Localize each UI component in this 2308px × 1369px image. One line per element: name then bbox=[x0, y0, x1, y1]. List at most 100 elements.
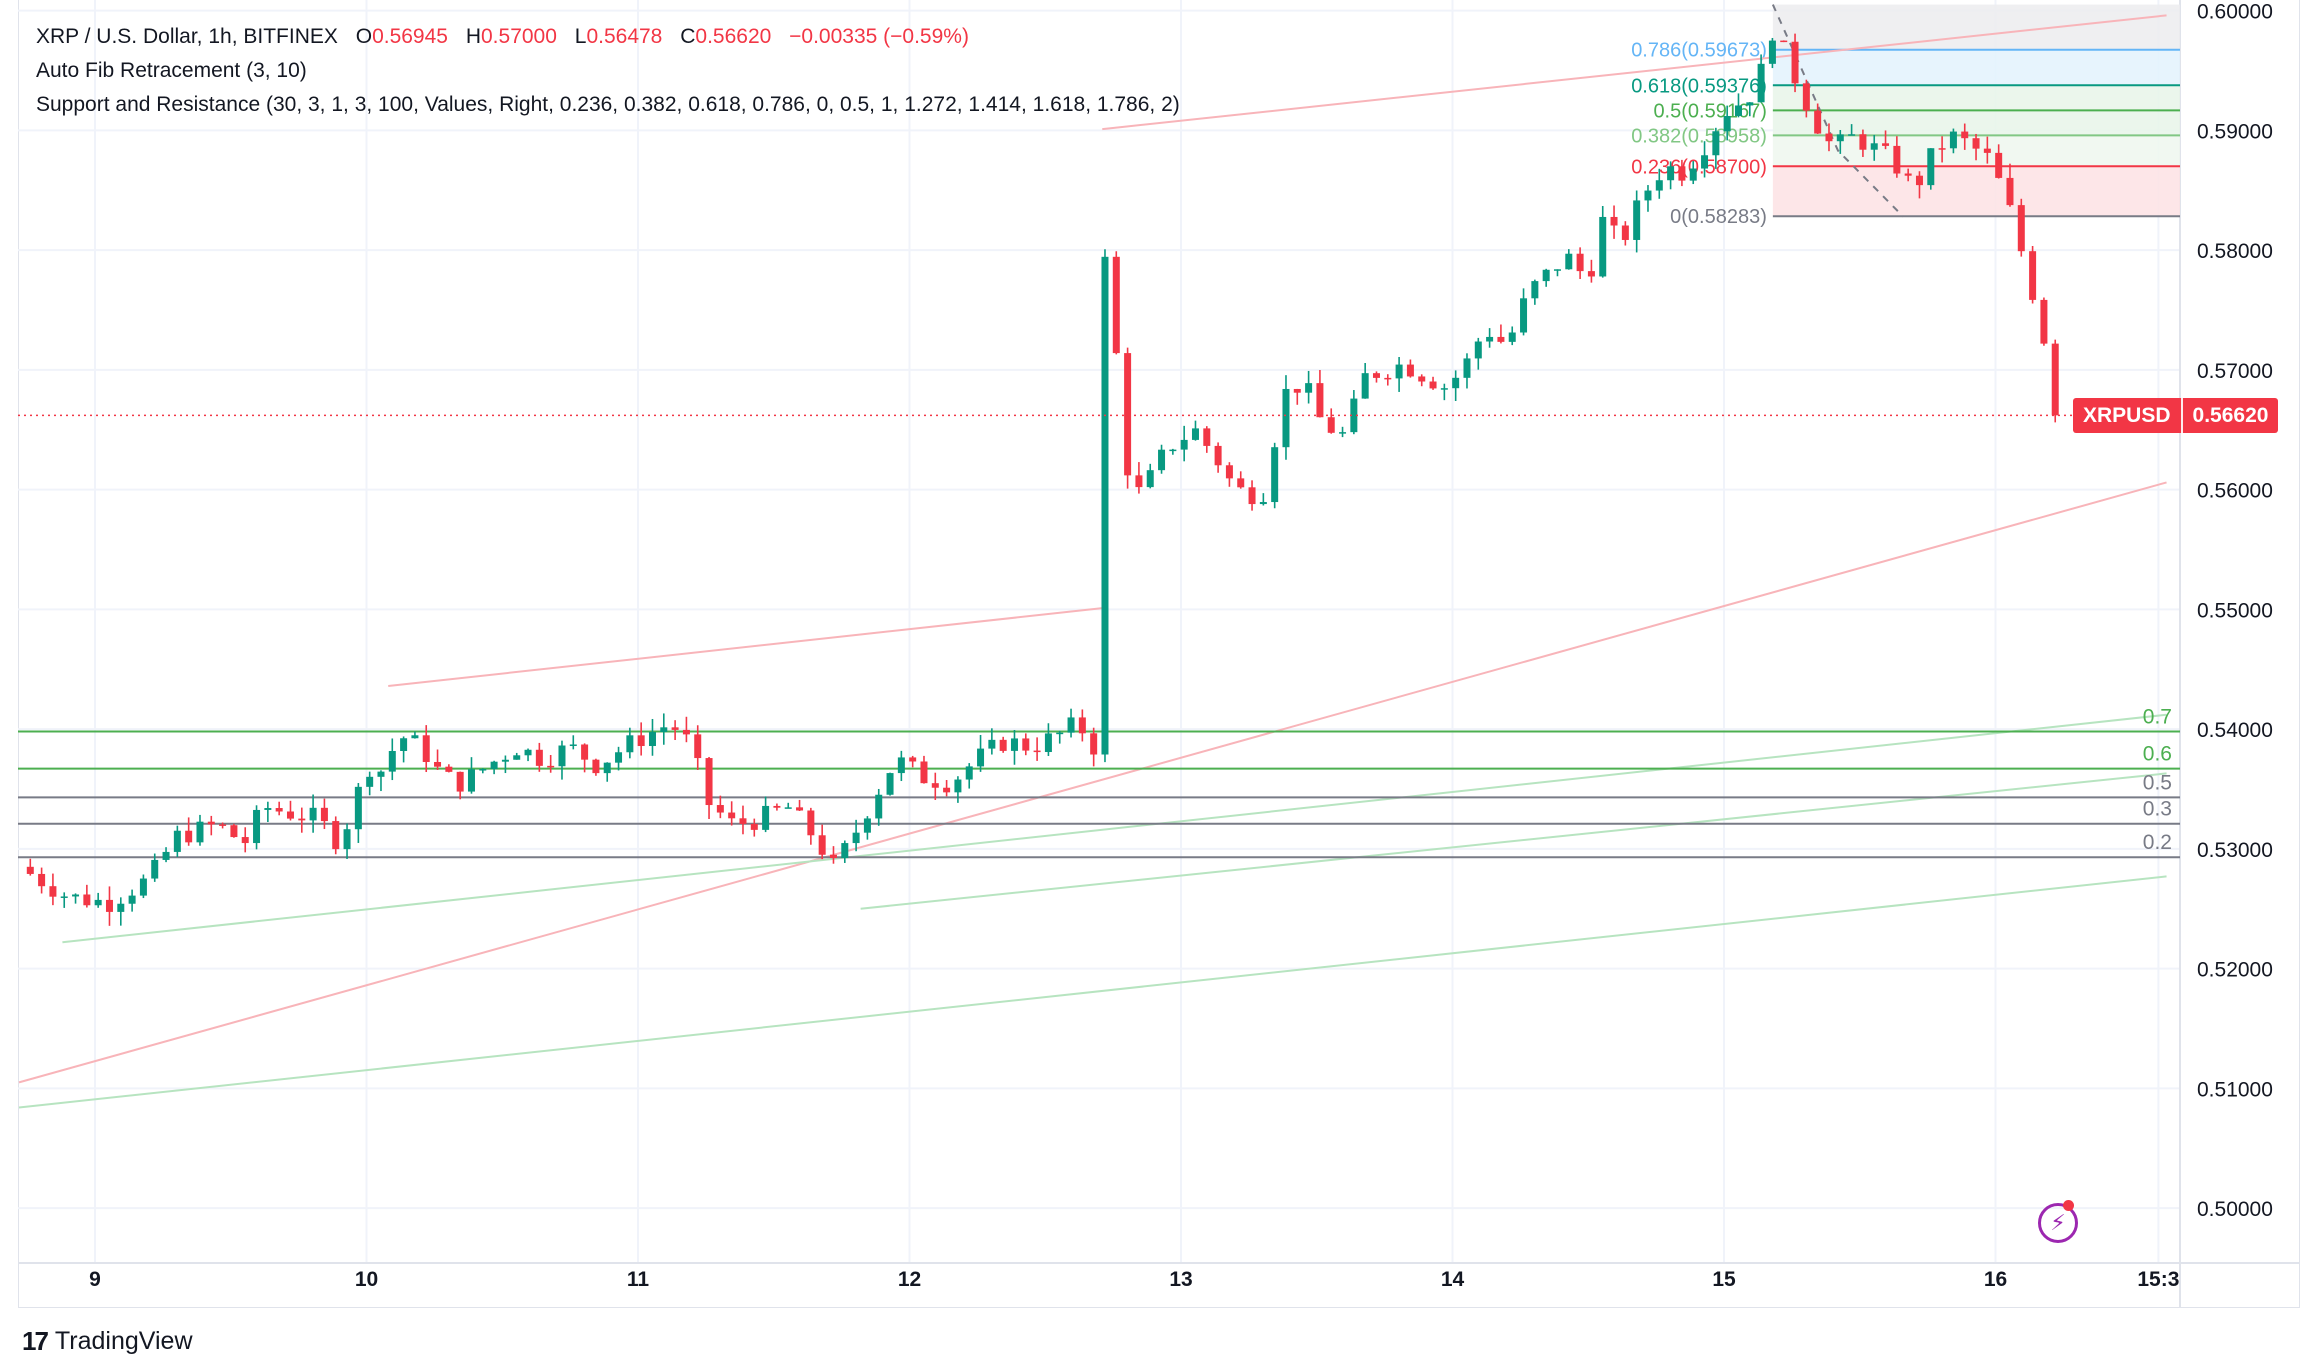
candle-body bbox=[1848, 134, 1856, 136]
candle-body bbox=[2029, 251, 2037, 300]
fib-zone bbox=[1772, 85, 2180, 111]
candle-body bbox=[264, 808, 272, 810]
candle-body bbox=[1293, 388, 1301, 393]
candle-body bbox=[2017, 205, 2025, 252]
trend-line bbox=[18, 875, 2167, 1109]
candle-body bbox=[1022, 738, 1030, 751]
candle-body bbox=[49, 886, 57, 897]
candle-body bbox=[241, 837, 249, 844]
candle-body bbox=[343, 829, 351, 850]
candle-body bbox=[298, 818, 306, 821]
candle-body bbox=[1214, 445, 1222, 466]
candle-body bbox=[1870, 143, 1878, 150]
candle-body bbox=[1418, 376, 1426, 382]
candle-body bbox=[694, 734, 702, 759]
candle-body bbox=[569, 744, 577, 746]
symbol-title[interactable]: XRP / U.S. Dollar, 1h, BITFINEX bbox=[36, 25, 338, 48]
fib-swing-dashed bbox=[1771, 4, 1904, 218]
x-tick-label: 12 bbox=[898, 1268, 921, 1291]
x-tick-label: 16 bbox=[1984, 1268, 2007, 1291]
candle-body bbox=[1146, 470, 1154, 488]
candle-body bbox=[253, 809, 261, 844]
candle-body bbox=[1599, 216, 1607, 277]
candle-body bbox=[1542, 269, 1550, 282]
x-tick-label: 14 bbox=[1441, 1268, 1465, 1291]
fib-level-label: 0.618(0.59376) bbox=[1631, 75, 1767, 97]
candle-body bbox=[1927, 148, 1935, 186]
x-tick-label: 9 bbox=[89, 1268, 101, 1291]
candle-body bbox=[750, 823, 758, 830]
candle-body bbox=[784, 807, 792, 809]
y-tick-label: 0.53000 bbox=[2197, 839, 2273, 862]
candle-body bbox=[1949, 131, 1957, 149]
candle-body bbox=[1225, 465, 1233, 479]
open-value: 0.56945 bbox=[372, 25, 448, 48]
candle-body bbox=[2051, 343, 2059, 416]
candle-body bbox=[1259, 502, 1267, 505]
candle-body bbox=[886, 773, 894, 795]
candle-body bbox=[1859, 134, 1867, 150]
fib-level-label: 0.382(0.58958) bbox=[1631, 125, 1767, 147]
candle-body bbox=[1203, 428, 1211, 446]
candle-body bbox=[1429, 381, 1437, 389]
candle-body bbox=[1780, 40, 1788, 43]
candle-body bbox=[535, 749, 543, 766]
y-tick-label: 0.54000 bbox=[2197, 719, 2273, 742]
candle-body bbox=[207, 821, 215, 825]
fib-zone bbox=[1772, 49, 2180, 86]
candle-body bbox=[943, 787, 951, 793]
candle-body bbox=[1486, 336, 1494, 342]
candle-body bbox=[1237, 478, 1245, 488]
candle-body bbox=[1372, 373, 1380, 378]
chart-legend: XRP / U.S. Dollar, 1h, BITFINEX O0.56945… bbox=[36, 20, 1180, 122]
candle-body bbox=[897, 757, 905, 774]
candle-body bbox=[1712, 131, 1720, 156]
lightning-icon[interactable]: ⚡ bbox=[2038, 1203, 2078, 1243]
candle-body bbox=[558, 745, 566, 767]
close-value: 0.56620 bbox=[695, 25, 772, 48]
candle-body bbox=[1067, 717, 1075, 733]
trend-line bbox=[18, 481, 2167, 1084]
candle-body bbox=[615, 752, 623, 763]
y-tick-label: 0.56000 bbox=[2197, 480, 2273, 503]
y-tick-label: 0.51000 bbox=[2197, 1078, 2273, 1101]
candle-body bbox=[72, 894, 80, 897]
candle-body bbox=[513, 755, 521, 760]
candle-body bbox=[1339, 432, 1347, 434]
y-tick-label: 0.57000 bbox=[2197, 360, 2273, 383]
candle-body bbox=[1587, 271, 1595, 277]
candle-body bbox=[1406, 364, 1414, 377]
candle-body bbox=[705, 758, 713, 806]
y-tick-label: 0.60000 bbox=[2197, 1, 2273, 24]
candle-body bbox=[1395, 364, 1403, 379]
y-tick-label: 0.55000 bbox=[2197, 599, 2273, 622]
candle-body bbox=[1474, 341, 1482, 359]
candle-body bbox=[682, 729, 690, 735]
indicator-fib-title[interactable]: Auto Fib Retracement (3, 10) bbox=[36, 59, 307, 82]
candle-body bbox=[1610, 216, 1618, 226]
candle-body bbox=[1893, 145, 1901, 174]
candle-body bbox=[1271, 447, 1279, 503]
candle-body bbox=[400, 738, 408, 751]
candle-body bbox=[1802, 83, 1810, 111]
candle-body bbox=[1282, 388, 1290, 448]
candle-body bbox=[38, 873, 46, 887]
candle-body bbox=[1667, 166, 1675, 181]
candle-body bbox=[1938, 148, 1946, 150]
candle-body bbox=[105, 899, 113, 912]
candle-body bbox=[1904, 173, 1912, 176]
candle-body bbox=[1033, 750, 1041, 753]
chart-pane[interactable] bbox=[18, 0, 2300, 1308]
candle-body bbox=[1191, 428, 1199, 440]
candle-body bbox=[456, 771, 464, 792]
indicator-sr-title[interactable]: Support and Resistance (30, 3, 1, 3, 100… bbox=[36, 93, 1180, 116]
trend-line bbox=[860, 772, 2167, 910]
candle-body bbox=[219, 824, 227, 826]
candle-body bbox=[1101, 256, 1109, 755]
tradingview-logo[interactable]: 17 TradingView bbox=[22, 1324, 193, 1358]
candle-body bbox=[909, 757, 917, 762]
candle-body bbox=[1010, 738, 1018, 751]
candle-body bbox=[1983, 148, 1991, 153]
candle-body bbox=[1531, 281, 1539, 299]
